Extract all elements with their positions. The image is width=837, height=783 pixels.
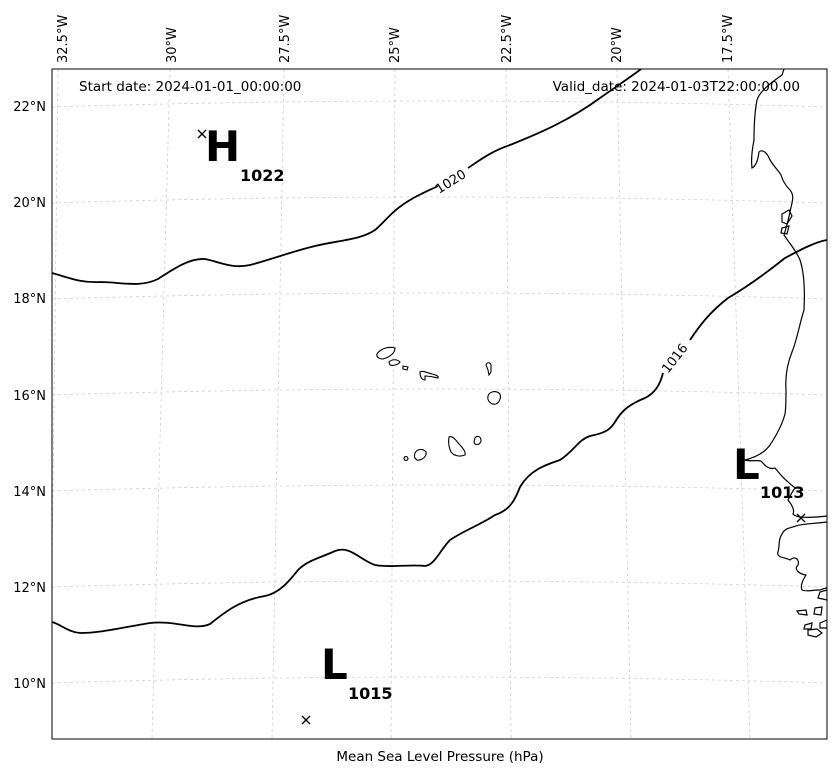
island-maio [473,435,482,446]
meridian-27.5w [271,69,285,739]
lon-label: 27.5°W [278,15,293,63]
bijagos-islands [795,606,827,638]
island-sao-nicolau [419,370,439,381]
island-santa-luzia [402,365,409,371]
isobar-1016 [52,239,827,634]
graticule [52,69,827,739]
meridian-22.5w [505,69,512,739]
start-date: Start date: 2024-01-01_00:00:00 [79,79,301,95]
island-santiago [448,436,466,457]
canary-islands [780,209,793,235]
center-marker [301,715,311,725]
isobar-label-1016: 1016 [659,341,691,376]
parallel-22n [52,100,827,108]
guinea-coast [817,589,827,601]
parallel-12n [52,580,827,588]
high-value: 1022 [240,166,285,185]
isobar-label-1020: 1020 [433,167,469,197]
island-santo-antao [376,346,396,360]
lon-label: 32.5°W [56,15,71,63]
meridian-25w [390,69,396,739]
parallel-16n [52,388,827,396]
island-brava [403,456,409,461]
valid-date: Valid_date: 2024-01-03T22:00:00.00 [553,79,800,95]
latitude-labels: 22°N 20°N 18°N 16°N 14°N 12°N 10°N [13,100,46,692]
lat-label: 20°N [13,196,46,211]
meridian-30w [151,69,171,739]
meridian-20w [616,69,632,739]
lat-label: 10°N [13,677,46,692]
isobar-1020 [52,69,643,285]
meridian-32.5w [52,69,59,606]
meridian-17.5w [727,69,751,739]
pressure-center-high: H 1022 [197,122,285,185]
island-boa-vista [487,391,501,405]
cape-verde-islands [376,346,501,461]
parallel-20n [52,196,827,204]
lat-label: 14°N [13,485,46,500]
island-sao-vicente [388,359,401,366]
lon-label: 17.5°W [721,15,736,63]
map-caption: Mean Sea Level Pressure (hPa) [336,749,543,765]
center-marker [796,513,806,523]
lon-label: 25°W [388,27,403,63]
lon-label: 20°W [610,27,625,63]
lat-label: 22°N [13,100,46,115]
low-value: 1015 [348,684,393,703]
lon-label: 30°W [165,27,180,63]
lon-label: 22.5°W [500,15,515,63]
lat-label: 12°N [13,581,46,596]
lat-label: 16°N [13,389,46,404]
low-symbol: L [733,440,760,489]
pressure-center-low-east: L 1013 [733,440,806,523]
africa-coast [742,69,827,592]
map-frame [51,68,828,740]
island-sal [485,362,492,377]
parallel-18n [52,292,827,300]
low-symbol: L [321,640,348,689]
center-marker [197,129,207,139]
parallel-10n [52,676,827,684]
longitude-labels: 32.5°W 30°W 27.5°W 25°W 22.5°W 20°W 17.5… [56,15,736,63]
lat-label: 18°N [13,292,46,307]
coastline [742,69,827,638]
parallel-14n [52,484,827,492]
pressure-center-low-south: L 1015 [301,640,393,725]
high-symbol: H [205,122,240,171]
island-fogo [413,448,427,461]
low-value: 1013 [760,483,805,502]
